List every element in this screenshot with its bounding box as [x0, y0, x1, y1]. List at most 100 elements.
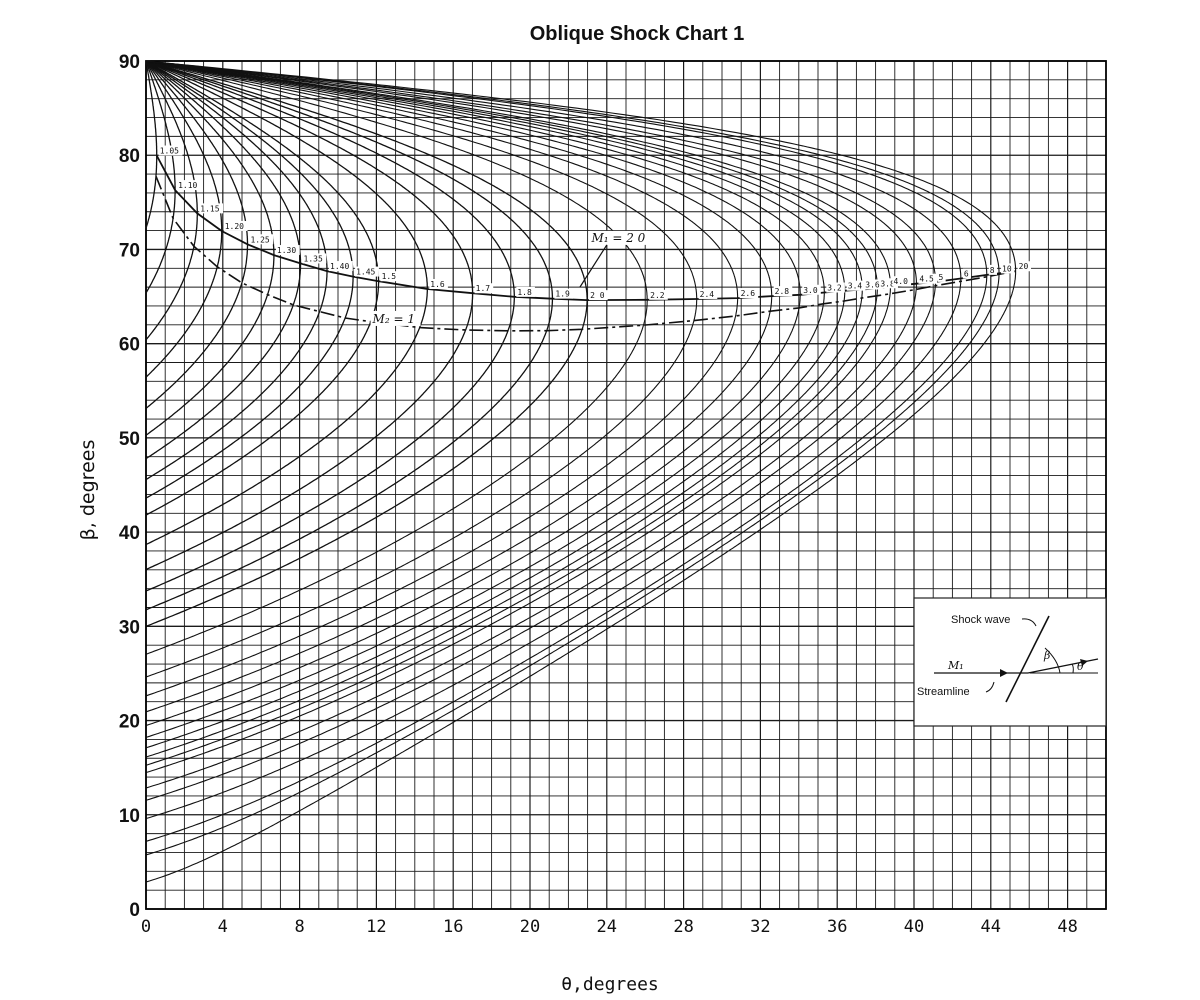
mach-curve-5	[146, 60, 937, 801]
mach-curve-4.0	[146, 60, 892, 773]
inset-shock-wave-pointer	[1021, 618, 1037, 627]
mach-label-bg	[937, 271, 946, 282]
x-tick-label: 36	[827, 917, 847, 937]
mach-label-bg	[773, 286, 793, 297]
chart-annotations: 1.05 1.10 1.15 1.20 1.25 1.30 1.35 1.40 1.45 1.5 1…	[155, 145, 1032, 332]
mach-curve-1.5	[146, 61, 380, 516]
mach-label-bg	[962, 268, 972, 279]
mach-label-bg	[589, 290, 608, 301]
mach-label-bg	[554, 288, 574, 299]
mach-curve-3.2	[146, 61, 825, 738]
mach-label: 4.5	[919, 275, 934, 284]
mach-label: 3.0	[803, 286, 818, 295]
mach-label: 1.35	[304, 254, 323, 263]
m1-annotation-arrow	[579, 244, 608, 288]
axis-ticks: 0 4 8 12 16 20 24 28 32 36 40 44 4801020304050607080…	[119, 52, 1078, 937]
inset-streamline-pointer	[985, 681, 995, 693]
mach-label-bg	[1001, 263, 1015, 274]
y-tick-label: 70	[119, 240, 140, 261]
y-tick-label: 10	[119, 806, 140, 827]
mach-curve-2.4	[146, 60, 698, 678]
x-tick-label: 28	[673, 917, 693, 937]
inset-deflected-arrow	[1080, 659, 1088, 666]
mach-curves	[145, 60, 1017, 883]
mach-label: 20	[1019, 262, 1029, 271]
mach-label: 4.0	[893, 277, 908, 286]
mach-label-bg	[918, 273, 938, 284]
mach-curve-1.30	[145, 61, 275, 436]
mach-curve-1.7	[146, 60, 474, 570]
mach-label-bg	[329, 261, 353, 272]
mach-label-bg	[302, 253, 327, 264]
mach-label-bg	[846, 280, 866, 291]
mach-label-bg	[177, 180, 201, 191]
mach-label: 1.25	[250, 235, 269, 244]
mach-curve-1.10	[145, 60, 176, 294]
mach-label: 5	[938, 273, 943, 282]
mach-curve-6	[146, 61, 962, 819]
inset-m1-label: M₁	[947, 659, 964, 672]
x-tick-label: 12	[366, 917, 386, 937]
mach-curve-1.8	[146, 60, 515, 592]
mach-label: 3.2	[827, 284, 842, 293]
inset-shock-line	[1005, 615, 1050, 703]
mach-label: 1.30	[277, 246, 296, 255]
y-tick-label: 60	[119, 335, 140, 356]
mach-label-bg	[474, 283, 494, 294]
shock-diagram-inset: Shock wave M₁ β θ Streamline	[913, 597, 1107, 727]
x-tick-label: 44	[981, 917, 1001, 937]
mach-label-bg	[988, 264, 997, 275]
m2-annotation: M₂ = 1	[372, 312, 415, 326]
mach-label: 1.8	[517, 288, 532, 297]
x-tick-label: 48	[1057, 917, 1077, 937]
mach-label-bg	[249, 234, 274, 245]
chart-title: Oblique Shock Chart 1	[530, 23, 744, 45]
mach-label: 1.05	[160, 147, 179, 156]
mach-curve-1.25	[145, 61, 249, 409]
mach-label-bg	[739, 288, 759, 299]
mach-label: 1.15	[200, 204, 219, 213]
x-tick-label: 16	[443, 917, 463, 937]
y-tick-label: 0	[129, 900, 140, 921]
mach-label-bg	[355, 266, 379, 277]
mach-label: 10	[1002, 264, 1012, 273]
mach-label: 1.10	[178, 181, 197, 190]
mach-label-bg	[516, 286, 535, 297]
inset-box	[913, 597, 1107, 727]
mach-label: 1.40	[330, 262, 349, 271]
inset-beta-label: β	[1043, 649, 1050, 662]
m2-label-bg	[370, 310, 421, 326]
inset-shock-wave-label: Shock wave	[951, 614, 1010, 626]
mach-label: 2.8	[775, 287, 790, 296]
mach-label: 6	[964, 270, 969, 279]
mach-curve-20	[146, 60, 1017, 883]
mach-label-bg	[223, 220, 248, 231]
m1-annotation: M₁ = 2 0	[590, 231, 645, 245]
mach-curve-1.20	[145, 61, 223, 378]
x-tick-label: 4	[218, 917, 228, 937]
y-tick-label: 50	[119, 429, 140, 450]
mach-curve-1.6	[146, 61, 428, 545]
mach-curve-1.45	[145, 61, 354, 499]
mach-curve-2.0	[146, 61, 588, 627]
mach-label-bg	[649, 289, 668, 300]
mach-label-bg	[879, 278, 898, 289]
x-tick-label: 32	[750, 917, 770, 937]
y-tick-label: 20	[119, 712, 140, 733]
mach-label-bg	[802, 284, 821, 295]
mach-label-bg	[429, 278, 448, 289]
mach-curve-1.15	[145, 61, 198, 340]
mach-label-bg	[199, 203, 224, 214]
mach-curve-2.2	[146, 60, 648, 655]
mach-curve-3.4	[146, 61, 846, 749]
mach-label: 3.8	[880, 279, 895, 288]
mach-label: 2.6	[741, 289, 756, 298]
mach-curve-1.35	[145, 61, 302, 460]
mach-label-bg	[1017, 261, 1032, 272]
mach-label: 1.9	[555, 290, 570, 299]
mach-curve-10	[146, 60, 1000, 856]
inset-beta-arc	[1044, 647, 1061, 674]
mach-curve-1.9	[146, 60, 554, 611]
mach-label-bg	[380, 271, 400, 282]
